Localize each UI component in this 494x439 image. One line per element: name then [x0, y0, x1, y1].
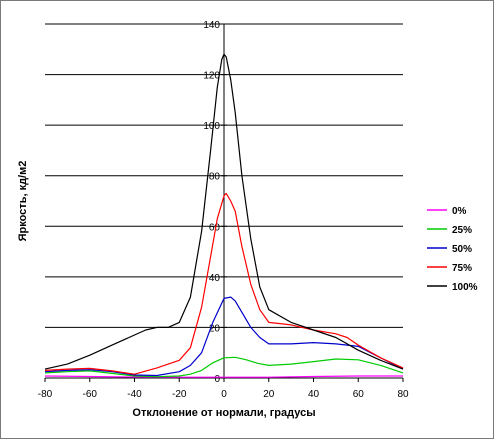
x-tick-label-20: 20 [263, 389, 275, 400]
series-line-4 [44, 53, 404, 370]
x-tick-label--40: -40 [127, 389, 142, 400]
legend-label-2: 50% [452, 244, 472, 255]
legend-label-3: 75% [452, 263, 472, 274]
y-tick-label-120: 120 [203, 71, 220, 82]
x-tick-label--60: -60 [83, 389, 98, 400]
x-tick-label-80: 80 [397, 389, 409, 400]
x-tick-label-60: 60 [353, 389, 365, 400]
legend-label-4: 100% [452, 282, 478, 293]
x-axis-title: Отклонение от нормали, градусы [132, 407, 315, 419]
x-tick-labels: -80 -60 -40 -20 0 20 40 60 80 [38, 389, 409, 400]
x-tick-label--80: -80 [38, 389, 53, 400]
x-tick-label-0: 0 [221, 389, 227, 400]
y-tick-label-0: 0 [214, 374, 220, 385]
y-axis-title: Яркость, кд/м2 [17, 161, 29, 242]
x-tick-label--20: -20 [172, 389, 187, 400]
y-tick-labels: 0 20 40 60 80 100 120 140 [203, 20, 220, 385]
y-tick-label-80: 80 [209, 172, 221, 183]
series-line-3 [44, 192, 404, 375]
x-tick-label-40: 40 [308, 389, 320, 400]
y-tick-label-40: 40 [209, 273, 221, 284]
y-tick-label-100: 100 [203, 121, 220, 132]
y-tick-label-140: 140 [203, 20, 220, 31]
legend-label-0: 0% [452, 206, 467, 217]
axes [44, 23, 404, 382]
series-line-1 [44, 356, 404, 378]
y-tick-label-20: 20 [209, 323, 221, 334]
series-line-2 [44, 296, 404, 377]
legend-label-1: 25% [452, 225, 472, 236]
series-lines [44, 53, 404, 378]
legend: 0% 25% 50% 75% 100% [427, 206, 478, 293]
y-tick-label-60: 60 [209, 222, 221, 233]
series-line-0 [44, 375, 403, 378]
